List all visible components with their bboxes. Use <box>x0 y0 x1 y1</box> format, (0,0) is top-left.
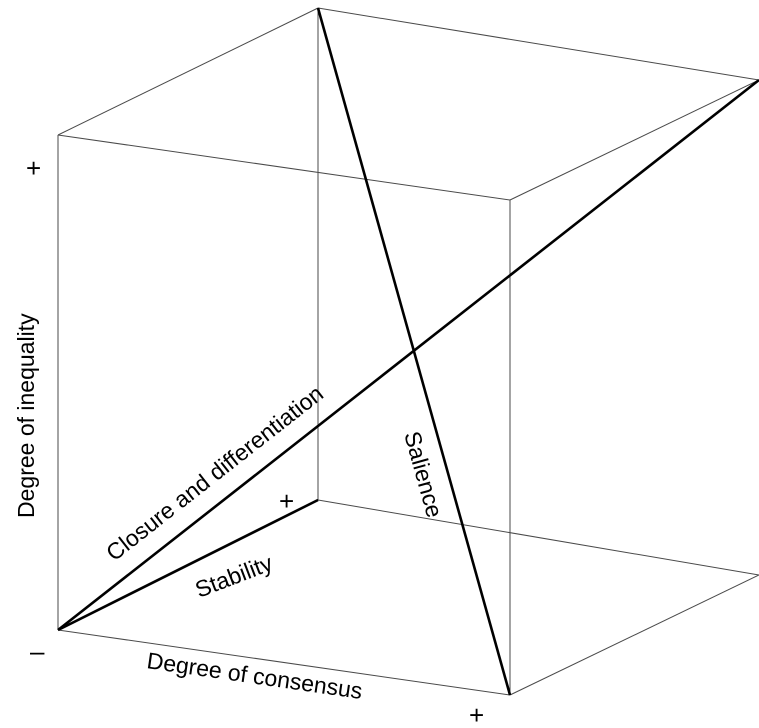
salience-line <box>316 7 512 696</box>
cube-edge-back-bottom <box>317 499 759 576</box>
closure-differentiation-label: Closure and differentiation <box>101 380 328 566</box>
cube-edge-left-top <box>57 7 319 136</box>
stability-plus-sign: + <box>279 486 294 516</box>
closure-differentiation-line <box>57 78 759 632</box>
inequality-plus-sign: + <box>26 153 41 183</box>
y-axis-label: Degree of inequality <box>13 313 39 518</box>
x-axis-label: Degree of consensus <box>145 647 364 704</box>
cube-edge-back-top <box>317 7 759 81</box>
cube-edge-right-top <box>509 79 759 201</box>
cube-edge-right-bottom <box>509 574 759 696</box>
origin-minus-sign: – <box>30 636 45 666</box>
stability-line <box>57 498 319 632</box>
consensus-plus-sign: + <box>469 700 484 728</box>
cube-edge-front-top <box>57 134 511 201</box>
cube-edge-front-bottom <box>57 629 511 696</box>
